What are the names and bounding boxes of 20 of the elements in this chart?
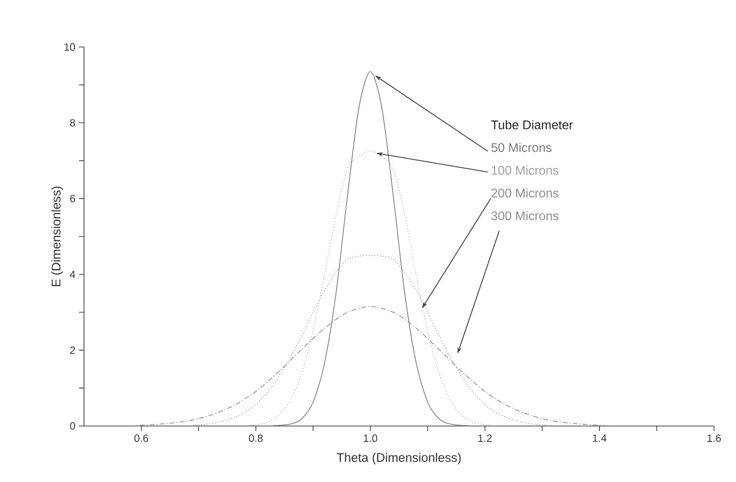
y-tick-label: 8: [70, 119, 76, 127]
text: 200 Microns: [491, 188, 558, 198]
x-tick-label: 0.8: [248, 434, 263, 442]
y-tick-label: 2: [70, 346, 75, 354]
x-tick-label: 0.6: [134, 434, 148, 442]
y-tick-label: 6: [70, 194, 76, 202]
text: 50 Microns: [491, 142, 552, 152]
x-tick-label: 1.2: [478, 434, 492, 442]
x-axis-title: Theta (Dimensionless): [336, 452, 461, 464]
text: 100 Microns: [492, 166, 558, 175]
y-tick-label: 0: [70, 422, 76, 430]
legend-title: Tube Diameter: [491, 120, 573, 130]
x-tick-label: 1.0: [364, 434, 378, 442]
x-tick-label: 1.6: [708, 434, 721, 442]
line-series: [266, 71, 474, 426]
text: 300 Microns: [491, 211, 558, 220]
y-axis-title: E (Dimensionless): [51, 186, 63, 286]
x-tick-label: 1.4: [592, 434, 606, 442]
y-tick-label: 10: [64, 43, 76, 51]
y-tick-label: 4: [70, 270, 76, 278]
